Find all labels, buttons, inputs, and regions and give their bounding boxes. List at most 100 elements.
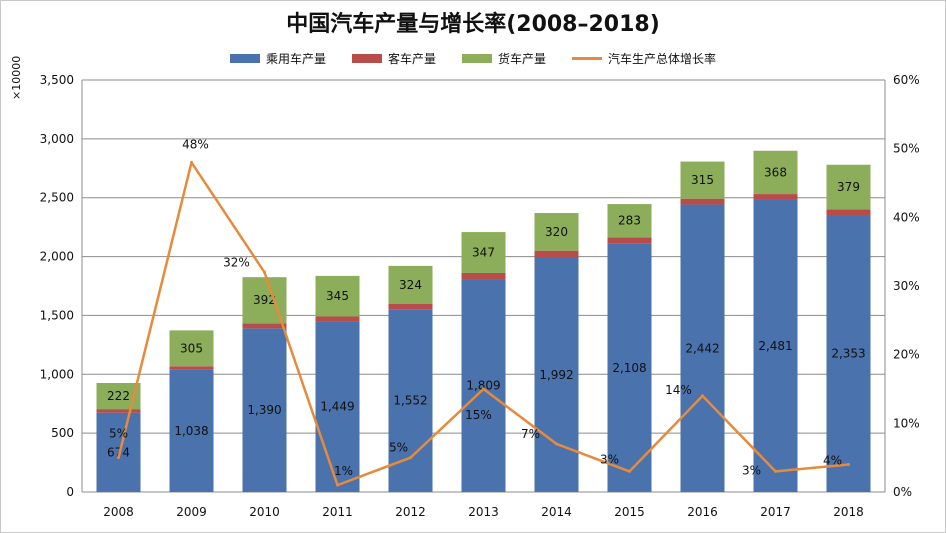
bar-segment (96, 412, 141, 492)
growth-value-label: 15% (465, 408, 492, 422)
bar-segment (753, 199, 798, 492)
bar-value-label: 2,442 (685, 341, 719, 355)
bar-value-label: 283 (618, 214, 641, 228)
y-right-tick-label: 10% (893, 416, 920, 430)
bar-value-label: 1,809 (466, 379, 500, 393)
growth-point (774, 469, 777, 473)
bar-value-label: 2,353 (831, 347, 865, 361)
bar-value-label: 379 (837, 180, 860, 194)
growth-point (336, 483, 339, 487)
bar-segment (242, 328, 287, 492)
x-tick-label: 2011 (322, 505, 353, 519)
growth-value-label: 5% (109, 427, 128, 441)
bar-value-label: 1,038 (174, 424, 208, 438)
x-tick-label: 2015 (614, 505, 645, 519)
x-tick-label: 2010 (249, 505, 280, 519)
y-left-tick-label: 500 (51, 426, 74, 440)
bar-value-label: 1,449 (320, 400, 354, 414)
x-tick-label: 2014 (541, 505, 572, 519)
legend-swatch-truck (462, 54, 492, 63)
growth-value-label: 14% (665, 383, 692, 397)
legend-item-growth: 汽车生产总体增长率 (572, 50, 716, 67)
y-right-tick-label: 20% (893, 348, 920, 362)
bar-segment (826, 215, 871, 492)
legend-item-passenger: 乘用车产量 (229, 50, 326, 67)
bar-value-label: 315 (691, 173, 714, 187)
legend-label-truck: 货车产量 (498, 52, 547, 66)
growth-point (847, 463, 850, 467)
bar-segment (242, 323, 287, 329)
bar-segment (534, 213, 579, 251)
bar-segment (388, 309, 433, 492)
growth-value-label: 5% (389, 441, 408, 455)
bar-segment (680, 198, 725, 205)
legend-swatch-passenger (229, 54, 260, 63)
y-left-tick-label: 3,000 (40, 132, 74, 146)
bar-value-label: 2,481 (758, 339, 792, 353)
growth-value-label: 1% (334, 464, 353, 478)
bar-value-label: 347 (472, 246, 495, 260)
bar-segment (169, 369, 214, 492)
legend-label-bus: 客车产量 (387, 52, 436, 66)
growth-value-label: 48% (182, 137, 209, 151)
chart-title: 中国汽车产量与增长率(2008–2018) (286, 12, 660, 37)
bar-value-label: 1,390 (247, 403, 281, 417)
growth-point (117, 456, 120, 460)
bar-segment (534, 257, 579, 492)
y-left-tick-label: 0 (66, 485, 74, 499)
x-tick-label: 2013 (468, 505, 499, 519)
growth-value-label: 3% (600, 452, 619, 466)
growth-value-label: 4% (823, 454, 842, 468)
growth-value-label: 7% (521, 427, 540, 441)
y-left-tick-label: 1,500 (40, 308, 74, 322)
y-right-tick-label: 40% (893, 210, 920, 224)
x-tick-label: 2008 (103, 505, 134, 519)
growth-point (555, 442, 558, 446)
bar-value-label: 392 (253, 293, 276, 307)
bar-segment (680, 204, 725, 492)
legend-item-bus: 客车产量 (351, 50, 436, 67)
legend-swatch-bus (351, 54, 382, 63)
bar-segment (534, 250, 579, 258)
y-right-tick-label: 50% (893, 142, 920, 156)
y-left-tick-label: 1,000 (40, 367, 74, 381)
x-tick-label: 2017 (760, 505, 791, 519)
bar-segment (461, 232, 506, 273)
x-tick-label: 2009 (176, 505, 207, 519)
bar-segment (607, 204, 652, 238)
bar-segment (315, 275, 360, 317)
bar-value-label: 1,992 (539, 368, 573, 382)
y-left-tick-label: 2,000 (40, 250, 74, 264)
growth-point (701, 394, 704, 398)
bar-segment (607, 243, 652, 492)
bar-segment (461, 272, 506, 280)
growth-point (482, 387, 485, 391)
bar-segment (680, 161, 725, 199)
bar-value-label: 324 (399, 278, 422, 292)
y-left-tick-label: 3,500 (40, 73, 74, 87)
growth-point (263, 270, 266, 274)
bar-value-label: 2,108 (612, 361, 646, 375)
growth-point (190, 160, 193, 164)
bar-value-label: 345 (326, 289, 349, 303)
bar-segment (753, 194, 798, 200)
bar-segment (826, 209, 871, 216)
legend-swatch-growth (572, 57, 603, 60)
bar-segment (315, 321, 360, 492)
legend-label-growth: 汽车生产总体增长率 (608, 52, 717, 66)
growth-point (409, 456, 412, 460)
bar-segment (753, 150, 798, 195)
bar-value-label: 674 (107, 445, 130, 459)
bar-segment (315, 316, 360, 322)
x-tick-label: 2018 (833, 505, 864, 519)
bar-segment (388, 265, 433, 305)
growth-value-label: 32% (223, 255, 250, 269)
y-right-tick-label: 60% (893, 73, 920, 87)
y-left-tick-label: 2,500 (40, 191, 74, 205)
bar-value-label: 320 (545, 225, 568, 239)
bar-value-label: 368 (764, 165, 787, 179)
x-tick-label: 2016 (687, 505, 718, 519)
bar-segment (169, 366, 214, 370)
bar-segment (461, 279, 506, 492)
growth-value-label: 3% (742, 463, 761, 477)
